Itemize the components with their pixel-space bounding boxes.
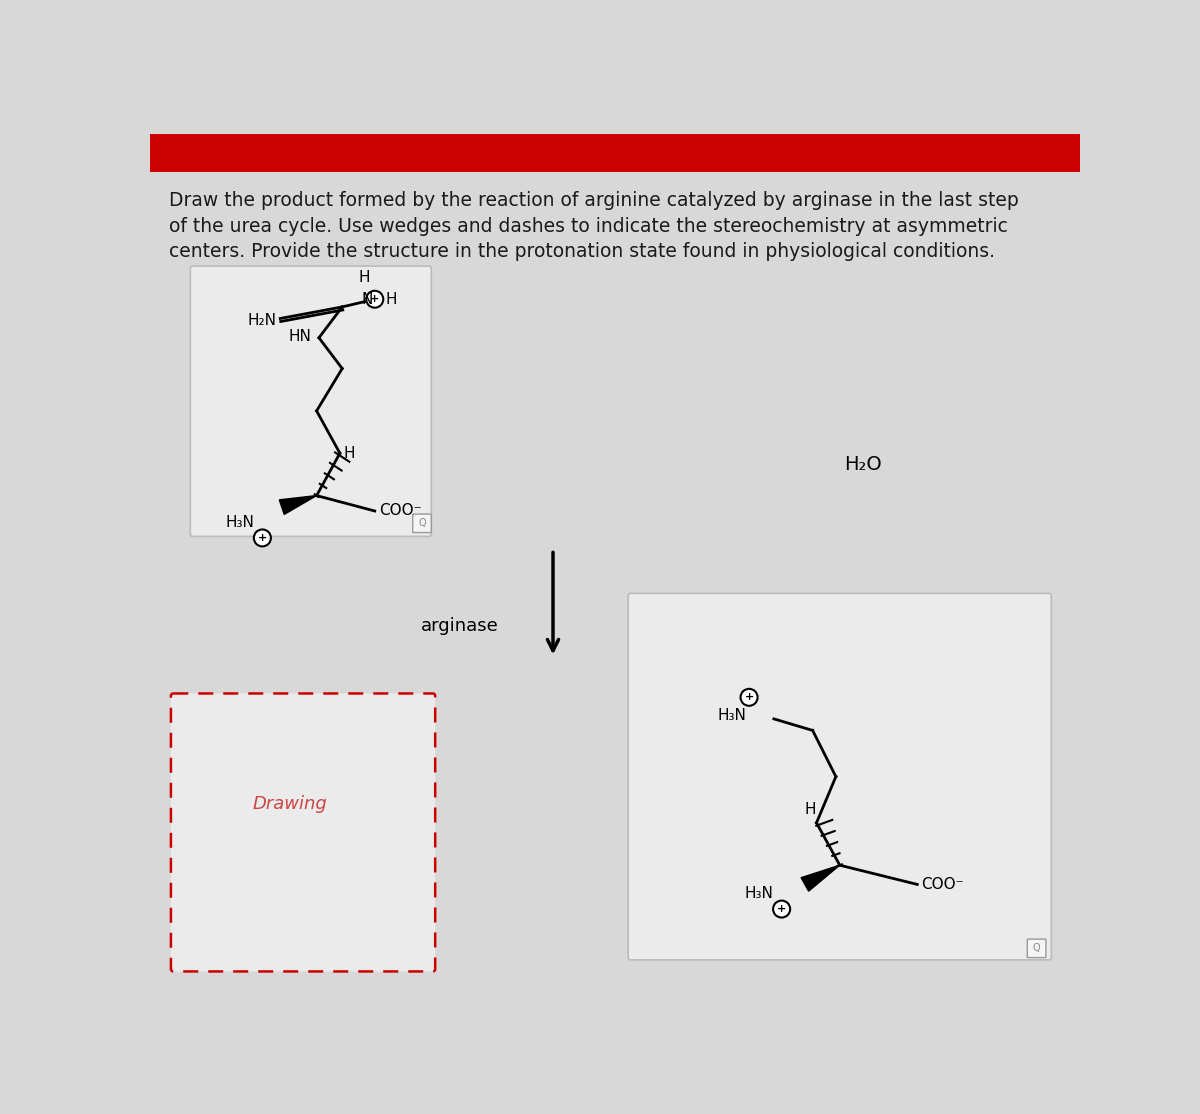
Text: Draw the product formed by the reaction of arginine catalyzed by arginase in the: Draw the product formed by the reaction …	[169, 192, 1019, 211]
Text: +: +	[744, 692, 754, 702]
FancyBboxPatch shape	[170, 694, 436, 971]
Text: Drawing: Drawing	[252, 794, 326, 812]
FancyBboxPatch shape	[191, 266, 431, 536]
FancyBboxPatch shape	[1027, 939, 1046, 958]
Text: Q: Q	[1033, 944, 1040, 954]
FancyBboxPatch shape	[413, 514, 431, 532]
Polygon shape	[802, 866, 840, 891]
Polygon shape	[280, 496, 317, 515]
Circle shape	[740, 688, 757, 706]
Circle shape	[366, 291, 383, 307]
Text: +: +	[258, 532, 266, 543]
Circle shape	[773, 900, 790, 918]
Text: centers. Provide the structure in the protonation state found in physiological c: centers. Provide the structure in the pr…	[169, 242, 995, 262]
Text: COO⁻: COO⁻	[379, 504, 421, 518]
Text: H₂O: H₂O	[844, 456, 882, 475]
Text: +: +	[370, 294, 379, 304]
Text: H: H	[385, 293, 397, 307]
Text: COO⁻: COO⁻	[922, 877, 964, 892]
Text: of the urea cycle. Use wedges and dashes to indicate the stereochemistry at asym: of the urea cycle. Use wedges and dashes…	[169, 217, 1008, 236]
Text: H: H	[805, 802, 816, 818]
Text: H₃N: H₃N	[226, 515, 254, 530]
Text: Q: Q	[419, 518, 426, 528]
Text: H₃N: H₃N	[745, 886, 774, 901]
Text: HN: HN	[288, 329, 311, 344]
Text: N: N	[362, 292, 373, 306]
Text: arginase: arginase	[421, 617, 499, 635]
Text: H: H	[358, 271, 370, 285]
Text: H₃N: H₃N	[718, 707, 746, 723]
Text: +: +	[778, 905, 786, 915]
Text: H₂N: H₂N	[247, 313, 276, 329]
Bar	[150, 134, 1080, 173]
Circle shape	[254, 529, 271, 546]
Text: H: H	[343, 446, 355, 461]
FancyBboxPatch shape	[628, 594, 1051, 960]
